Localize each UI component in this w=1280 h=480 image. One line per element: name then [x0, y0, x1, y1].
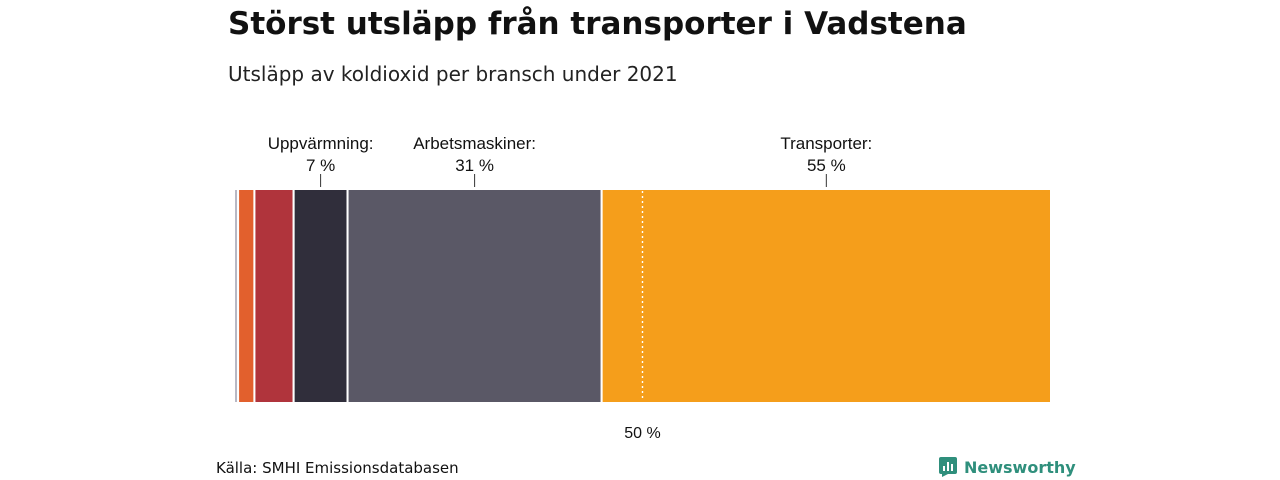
bar-segment-3 [292, 188, 349, 404]
bar-segment-4 [346, 188, 603, 404]
brand-name: Newsworthy [964, 457, 1076, 477]
segment-label-name-5: Transporter: [780, 134, 872, 153]
newsworthy-logo-icon [939, 457, 957, 477]
segment-label-name-4: Arbetsmaskiner: [413, 134, 536, 153]
brand-logo: Newsworthy [938, 456, 1076, 478]
bar-segments [233, 188, 1053, 404]
segment-labels: Uppvärmning: 7 % Arbetsmaskiner: 31 % Transp… [268, 134, 872, 187]
chart-subtitle: Utsläpp av koldioxid per bransch under 2… [228, 62, 678, 86]
segment-label-value-5: 55 % [807, 156, 846, 175]
bar-segment-5 [600, 188, 1053, 404]
reference-label: 50 % [624, 425, 660, 442]
source-note: Källa: SMHI Emissionsdatabasen [216, 459, 459, 477]
reference-marker: 50 % [624, 191, 661, 442]
segment-label-value-4: 31 % [455, 156, 494, 175]
bar-segment-2 [253, 188, 295, 404]
segment-label-name-3: Uppvärmning: [268, 134, 374, 153]
segment-label-value-3: 7 % [306, 156, 335, 175]
bar-segment-1 [237, 188, 256, 404]
chart-title: Störst utsläpp från transporter i Vadste… [228, 6, 967, 42]
